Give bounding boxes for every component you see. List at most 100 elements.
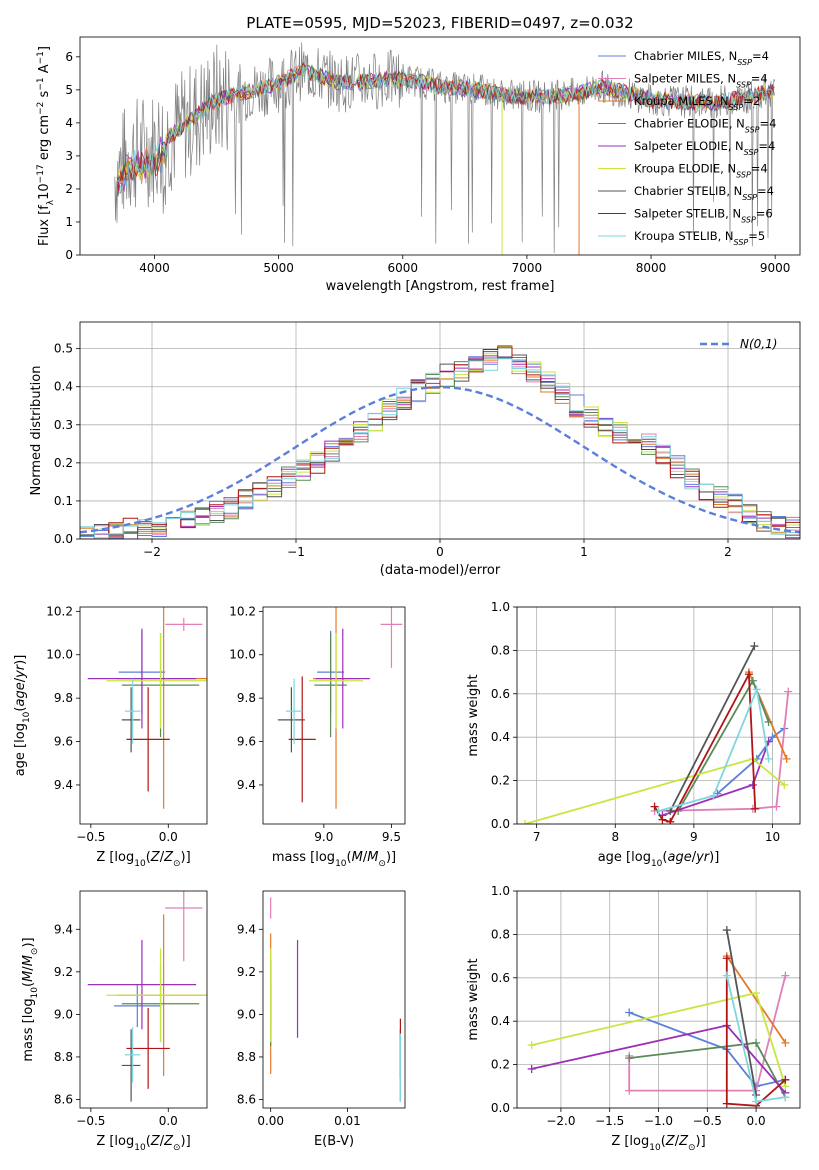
axes-frame	[516, 890, 801, 1109]
x-tick-label: 6000	[387, 261, 418, 275]
x-tick-label: 7000	[512, 261, 543, 275]
plot-area	[80, 345, 800, 539]
weight-marker	[781, 1093, 790, 1102]
weight-line	[628, 975, 787, 1092]
y-tick-label: 0.6	[491, 971, 510, 985]
model-spectrum-line	[116, 62, 775, 189]
x-tick-label: 0.0	[159, 1114, 178, 1128]
y-tick-label: 0	[65, 248, 73, 262]
x-tick-label: 4000	[139, 261, 170, 275]
y-tick-label: 0.0	[54, 532, 73, 546]
x-tick-label: 9000	[760, 261, 791, 275]
chart-panel-1: 4000 5000 6000 7000 8000 9000 0 1 2 3 4 5 6 Chabrier …	[36, 36, 801, 294]
x-tick-label: 9	[690, 830, 698, 844]
plot-area	[527, 926, 790, 1108]
y-axis-label: mass [log10(M/M⊙)]	[21, 937, 40, 1061]
weight-marker	[748, 780, 757, 789]
chart-panel-5: 7 8 9 10 0.0 0.2 0.4 0.6 0.8 1.0 age [log10(age/yr…	[466, 600, 801, 869]
x-axis-label: E(B-V)	[314, 1134, 354, 1149]
y-tick-label: 9.0	[237, 1007, 256, 1021]
y-tick-label: 0.0	[491, 817, 510, 831]
y-tick-label: 8.6	[54, 1092, 73, 1106]
x-tick-label: 9.0	[314, 830, 333, 844]
y-tick-label: 9.2	[237, 965, 256, 979]
chart-panel-6: −0.5 0.0 8.6 8.8 9.0 9.2 9.4 Z [log10(Z/Z⊙)] mas…	[21, 890, 208, 1153]
y-tick-label: 4	[65, 116, 73, 130]
legend-entry: Chabrier STELIB, NSSP=4	[634, 184, 774, 202]
y-tick-label: 1.0	[491, 884, 510, 898]
y-tick-label: 1.0	[491, 600, 510, 614]
y-axis-label: mass weight	[466, 958, 481, 1040]
x-tick-label: 8000	[636, 261, 667, 275]
y-tick-label: 0.4	[491, 730, 510, 744]
y-tick-label: 10.2	[46, 604, 73, 618]
x-tick-label: −0.5	[76, 830, 105, 844]
x-tick-label: 0.0	[747, 1114, 766, 1128]
y-tick-label: 9.4	[54, 922, 73, 936]
x-tick-label: 0	[436, 545, 444, 559]
weight-marker	[752, 1038, 761, 1047]
y-tick-label: 8.6	[237, 1092, 256, 1106]
weight-marker	[722, 954, 731, 963]
x-tick-label: −2.0	[546, 1114, 575, 1128]
x-tick-label: −0.5	[76, 1114, 105, 1128]
plot-area	[114, 42, 776, 255]
y-tick-label: 0.4	[491, 1014, 510, 1028]
y-axis-label: Flux [fλ10−17 erg cm−2 s−1 A−1]	[36, 46, 56, 246]
axes-frame	[262, 606, 406, 825]
model-spectrum-line	[116, 64, 775, 197]
chart-panel-2: −2 −1 0 1 2 0.0 0.1 0.2 0.3 0.4 0.5 N(0,1) (data-mod…	[29, 321, 801, 578]
y-tick-label: 0.1	[54, 494, 73, 508]
legend-entry: Salpeter MILES, NSSP=4	[634, 72, 768, 90]
x-tick-label: 0.00	[257, 1114, 284, 1128]
y-tick-label: 6	[65, 50, 73, 64]
weight-marker	[722, 971, 731, 980]
y-tick-label: 10.0	[229, 648, 256, 662]
plot-area	[87, 891, 207, 1102]
weight-marker	[666, 817, 675, 824]
weight-marker	[650, 802, 659, 811]
axes-frame	[79, 606, 208, 825]
weight-marker	[527, 1041, 536, 1050]
y-tick-label: 9.6	[54, 735, 73, 749]
weight-marker	[722, 926, 731, 935]
y-tick-label: 0.2	[491, 1058, 510, 1072]
weight-line	[669, 645, 756, 812]
y-tick-label: 0.5	[54, 342, 73, 356]
chart-panel-3: −0.5 0.0 9.4 9.6 9.8 10.0 10.2 Z [log10(Z/Z⊙)] a…	[13, 604, 208, 869]
histogram-steps	[80, 358, 800, 539]
axes-frame	[516, 606, 801, 825]
legend-entry: Chabrier ELODIE, NSSP=4	[634, 117, 776, 135]
x-tick-label: 5000	[263, 261, 294, 275]
legend-entry: Salpeter ELODIE, NSSP=4	[634, 139, 775, 157]
y-tick-label: 0.2	[491, 774, 510, 788]
legend-entry: Salpeter STELIB, NSSP=6	[634, 207, 773, 225]
axes-frame	[262, 890, 406, 1109]
legend-entry: Chabrier MILES, NSSP=4	[634, 49, 769, 67]
weight-line	[725, 929, 757, 1096]
x-axis-label: Z [log10(Z/Z⊙)]	[96, 850, 190, 869]
weight-marker	[625, 1008, 634, 1017]
y-tick-label: 0.3	[54, 418, 73, 432]
weight-marker	[772, 802, 781, 811]
x-tick-label: 0.0	[159, 830, 178, 844]
y-tick-label: 2	[65, 182, 73, 196]
y-tick-label: 9.4	[237, 778, 256, 792]
y-tick-label: 0.4	[54, 380, 73, 394]
weight-marker	[752, 988, 761, 997]
plot-area	[520, 642, 793, 824]
x-axis-label: (data-model)/error	[380, 563, 501, 578]
weight-marker	[709, 791, 718, 800]
axes-frame	[79, 36, 801, 256]
chart-panel-8: −2.0 −1.5 −1.0 −0.5 0.0 0.0 0.2 0.4 0.6 0.8 1.0 Z […	[466, 884, 801, 1153]
chart-panel-7: 0.00 0.01 8.6 8.8 9.0 9.2 9.4 E(B-V)	[237, 890, 406, 1149]
x-tick-label: 8	[611, 830, 619, 844]
y-tick-label: 9.2	[54, 965, 73, 979]
legend: Chabrier MILES, NSSP=4 Salpeter MILES, NS…	[598, 49, 776, 247]
weight-marker	[781, 1075, 790, 1084]
y-axis-label: age [log10(age/yr)]	[13, 655, 32, 777]
y-tick-label: 8.8	[237, 1050, 256, 1064]
weight-marker	[744, 670, 753, 679]
x-axis-label: Z [log10(Z/Z⊙)]	[611, 1134, 705, 1153]
